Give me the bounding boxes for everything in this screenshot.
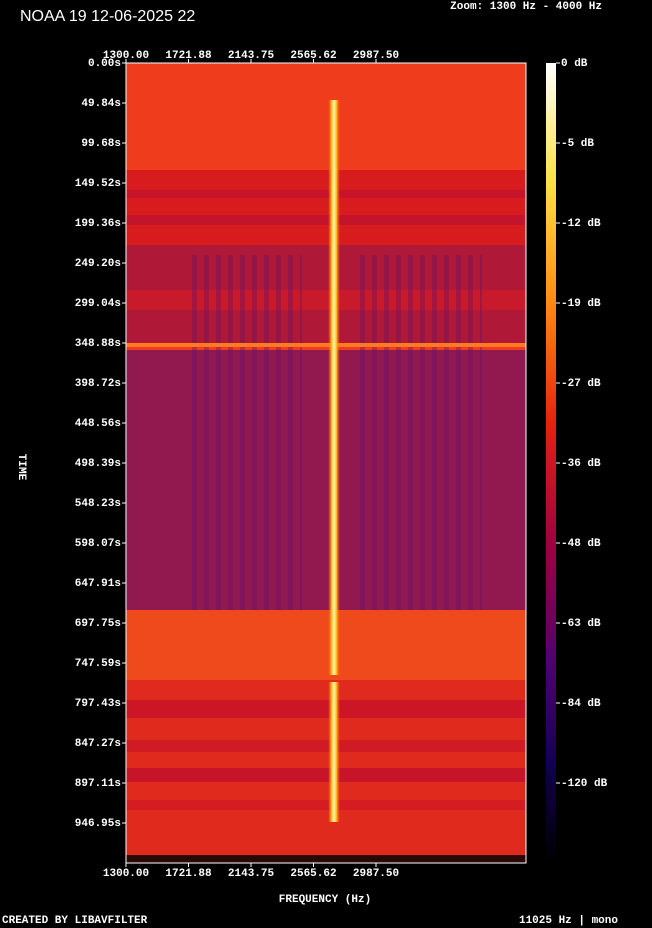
colorbar [546, 63, 556, 863]
footer-left: CREATED BY LIBAVFILTER [2, 915, 148, 927]
colorbar-tick-label: -12 dB [561, 218, 601, 230]
colorbar-tick-label: -19 dB [561, 298, 601, 310]
y-tick-label: 199.36s [75, 218, 121, 230]
y-tick-label: 99.68s [81, 138, 121, 150]
y-tick-label: 647.91s [75, 578, 121, 590]
zoom-label: Zoom: 1300 Hz - 4000 Hz [450, 1, 602, 13]
chart-title: NOAA 19 12-06-2025 22 [20, 8, 195, 25]
footer-right: 11025 Hz | mono [519, 915, 618, 927]
y-tick-label: 946.95s [75, 818, 121, 830]
spectrogram-image [126, 63, 526, 863]
y-tick-label: 448.56s [75, 418, 121, 430]
x-tick-label: 2565.62 [290, 868, 336, 880]
colorbar-tick-label: -120 dB [561, 778, 608, 790]
colorbar-tick-label: 0 dB [561, 58, 588, 70]
y-tick-label: 548.23s [75, 498, 121, 510]
y-tick-label: 897.11s [75, 778, 121, 790]
x-tick-label: 2143.75 [228, 868, 275, 880]
y-tick-label: 498.39s [75, 458, 121, 470]
x-tick-label: 1300.00 [103, 50, 149, 62]
y-axis-label: TIME [15, 454, 27, 481]
x-tick-label: 2565.62 [290, 50, 336, 62]
y-tick-label: 847.27s [75, 738, 121, 750]
x-tick-label: 2143.75 [228, 50, 275, 62]
y-tick-label: 249.20s [75, 258, 121, 270]
colorbar-tick-label: -5 dB [561, 138, 594, 150]
x-tick-label: 1721.88 [165, 50, 212, 62]
y-tick-label: 299.04s [75, 298, 121, 310]
y-tick-label: 797.43s [75, 698, 121, 710]
y-tick-label: 149.52s [75, 178, 121, 190]
y-tick-label: 697.75s [75, 618, 121, 630]
x-axis-label: FREQUENCY (Hz) [279, 894, 371, 906]
colorbar-tick-label: -63 dB [561, 618, 601, 630]
y-tick-label: 348.88s [75, 338, 121, 350]
x-tick-label: 1721.88 [165, 868, 212, 880]
colorbar-tick-label: -27 dB [561, 378, 601, 390]
x-tick-label: 2987.50 [353, 50, 399, 62]
colorbar-tick-label: -84 dB [561, 698, 601, 710]
y-tick-label: 49.84s [81, 98, 121, 110]
colorbar-tick-label: -36 dB [561, 458, 601, 470]
x-tick-label: 1300.00 [103, 868, 149, 880]
y-tick-label: 747.59s [75, 658, 121, 670]
y-tick-label: 0.00s [88, 58, 121, 70]
y-tick-label: 598.07s [75, 538, 121, 550]
x-tick-label: 2987.50 [353, 868, 399, 880]
y-tick-label: 398.72s [75, 378, 121, 390]
colorbar-tick-label: -48 dB [561, 538, 601, 550]
